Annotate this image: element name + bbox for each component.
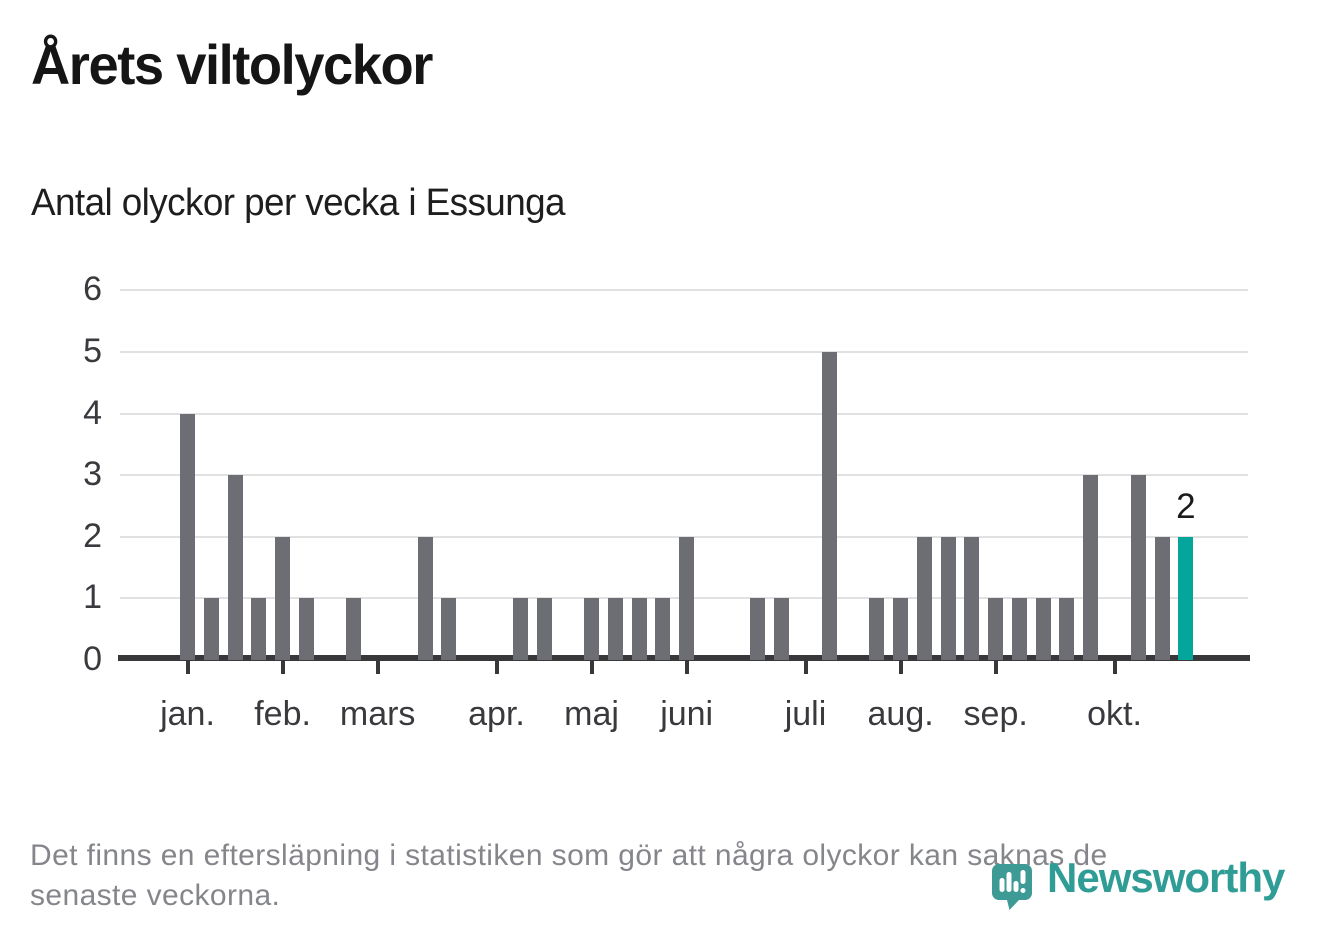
bar [940, 536, 956, 660]
bar [988, 598, 1004, 660]
y-tick-label: 3 [83, 455, 102, 494]
bar [893, 598, 909, 660]
month-tick-mark [803, 661, 808, 674]
bar [679, 536, 695, 660]
y-tick-label: 6 [83, 270, 102, 309]
bar [774, 598, 790, 660]
month-label: maj [564, 695, 619, 733]
month-label: okt. [1087, 695, 1142, 733]
bar [346, 598, 362, 660]
bar [536, 598, 552, 660]
bar [655, 598, 671, 660]
y-tick-label: 0 [83, 640, 102, 678]
month-tick-mark [494, 661, 499, 674]
footnote: Det finns en eftersläpning i statistiken… [30, 836, 1108, 916]
month-label: mars [339, 695, 416, 733]
footnote-line: Det finns en eftersläpning i statistiken… [30, 839, 1108, 872]
y-tick-label: 5 [83, 332, 102, 370]
y-tick-label: 1 [83, 578, 102, 617]
bar [251, 598, 267, 660]
month-tick-mark [684, 661, 689, 674]
month-label: sep. [963, 695, 1028, 733]
month-label: jan. [160, 695, 215, 733]
bar-value-label: 2 [1176, 487, 1196, 526]
page-title: Årets viltolyckor [31, 33, 433, 96]
bar [203, 598, 219, 660]
month-label: juni [660, 695, 714, 733]
month-tick-mark [589, 661, 594, 674]
month-tick-mark [1112, 661, 1117, 674]
bar [1035, 598, 1051, 660]
gridline [120, 474, 1248, 477]
newsworthy-logo[interactable]: Newsworthy [992, 854, 1285, 910]
month-tick-mark [280, 661, 285, 674]
bar [916, 536, 932, 660]
month-tick-mark [185, 661, 190, 674]
y-tick-label: 2 [83, 516, 102, 555]
gridline [120, 412, 1248, 415]
bar [441, 598, 457, 660]
bar [512, 598, 528, 660]
highlighted-bar [1178, 536, 1194, 660]
month-label: feb. [254, 695, 311, 733]
bar [750, 598, 766, 660]
bar [227, 475, 243, 660]
chart-subtitle: Antal olyckor per vecka i Essunga [31, 182, 566, 224]
gridline [120, 289, 1248, 292]
month-label: apr. [468, 695, 525, 733]
bar [964, 536, 980, 660]
bar [869, 598, 885, 660]
bar [631, 598, 647, 660]
bar [1011, 598, 1027, 660]
newsworthy-pin-barchart-icon [992, 862, 1032, 910]
bar [1130, 475, 1146, 660]
month-tick-mark [898, 661, 903, 674]
bar [821, 352, 837, 660]
gridline [120, 351, 1248, 353]
month-label: aug. [867, 695, 934, 733]
bar [417, 536, 433, 660]
bar [180, 413, 195, 660]
month-label: juli [784, 695, 827, 733]
bar [275, 536, 291, 660]
bar [1083, 475, 1099, 660]
footnote-line: senaste veckorna. [30, 879, 281, 912]
bar [298, 598, 314, 660]
newsworthy-wordmark: Newsworthy [1047, 854, 1285, 901]
bar [1059, 598, 1075, 660]
bar [584, 598, 600, 660]
month-tick-mark [375, 661, 380, 674]
bar [607, 598, 623, 660]
bar [1154, 536, 1170, 660]
y-tick-label: 4 [83, 393, 102, 432]
month-tick-mark [993, 661, 998, 674]
